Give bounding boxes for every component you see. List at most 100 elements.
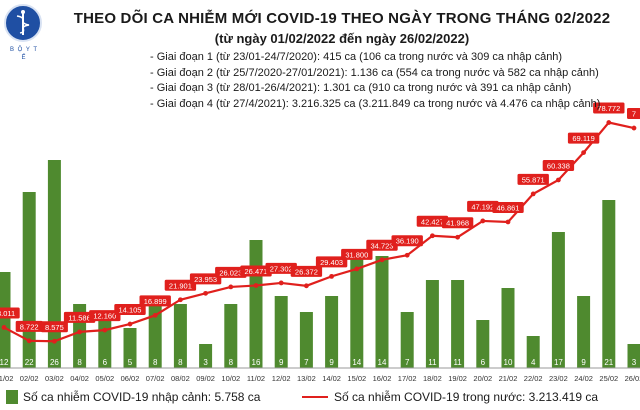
line-point	[556, 177, 561, 183]
line-value-label: 46.861	[497, 203, 520, 212]
chart-title: THEO DÕI CA NHIỄM MỚI COVID-19 THEO NGÀY…	[73, 10, 611, 27]
line-value-label: 16.899	[144, 297, 167, 306]
x-tick-label: 05/02	[95, 374, 114, 383]
line-point	[26, 338, 32, 344]
x-tick-label: 18/02	[423, 374, 442, 383]
bar-value-label: 3	[203, 358, 208, 367]
x-tick-label: 12/02	[272, 374, 291, 383]
legend-line: Số ca nhiễm COVID-19 trong nước: 3.213.4…	[302, 390, 598, 404]
line-value-label: 27.302	[270, 264, 293, 273]
line-value-label: 36.190	[396, 237, 419, 246]
ministry-logo	[4, 4, 42, 42]
line-label-box	[164, 279, 197, 291]
bar-19/02	[451, 280, 465, 368]
bar-value-label: 14	[378, 358, 387, 367]
x-tick-label: 11/02	[247, 374, 265, 383]
bar-13/02	[299, 312, 313, 368]
line-label-box	[63, 311, 96, 323]
bar-value-label: 4	[531, 358, 536, 367]
line-label-box	[114, 304, 146, 316]
line-point	[430, 233, 435, 239]
bar-01/02	[0, 272, 11, 368]
legend-bar-label: Số ca nhiễm COVID-19 nhập cảnh: 5.758 ca	[23, 390, 261, 404]
line-point	[278, 280, 284, 286]
bar-03/02	[47, 160, 61, 368]
logo-text: B Ộ Y T Ế	[9, 47, 38, 61]
line-label-box	[593, 102, 625, 114]
period-item: - Giai đoạn 4 (từ 27/4/2021): 3.216.325 …	[150, 97, 601, 110]
line-label-box	[441, 217, 474, 229]
line-label-box	[416, 215, 449, 227]
line-label-box	[215, 266, 247, 278]
line-value-label: 21.901	[169, 281, 192, 290]
chart-subtitle: (từ ngày 01/02/2022 đến ngày 26/02/2022)	[214, 31, 470, 46]
caduceus-icon	[16, 10, 30, 35]
line-value-label: 11.586	[68, 313, 90, 322]
line-point	[1, 325, 7, 330]
x-tick-label: 06/02	[121, 374, 140, 383]
bar-05/02	[98, 320, 112, 368]
line-value-label: 47.192	[471, 202, 494, 211]
line-point	[203, 290, 209, 296]
bar-25/02	[602, 200, 616, 368]
period-item: - Giai đoạn 1 (từ 23/01-24/7/2020): 415 …	[150, 51, 563, 63]
x-tick-label: 23/02	[549, 374, 568, 383]
line-label-box	[189, 273, 222, 285]
line-label-box	[240, 265, 272, 277]
bar-18/02	[425, 280, 439, 368]
bar-value-label: 12	[0, 358, 9, 367]
domestic-cases-line	[3, 121, 635, 343]
line-value-label: 7	[632, 110, 636, 119]
line-point	[152, 312, 158, 318]
line-label-box	[467, 200, 499, 212]
bar-value-label: 6	[481, 358, 486, 367]
period-list: - Giai đoạn 1 (từ 23/01-24/7/2020): 415 …	[150, 50, 600, 112]
bar-value-label: 17	[554, 358, 563, 367]
line-value-label: 23.953	[194, 275, 217, 284]
x-tick-label: 14/02	[322, 374, 341, 383]
bar-10/02	[224, 304, 238, 368]
line-point	[480, 218, 486, 224]
bar-value-label: 9	[279, 358, 284, 367]
line-label-box	[89, 310, 121, 322]
x-tick-label: 15/02	[347, 374, 366, 383]
line-label-box	[40, 321, 68, 333]
x-tick-label: 04/02	[70, 374, 89, 383]
legend-bar-swatch	[6, 390, 18, 404]
line-value-label: 26.023	[219, 268, 242, 277]
line-point	[253, 283, 259, 288]
line-value-label: 41.968	[446, 219, 469, 228]
bar-08/02	[173, 304, 187, 368]
line-point	[178, 297, 183, 303]
line-label-box	[627, 108, 640, 120]
x-tick-label: 20/02	[473, 374, 492, 383]
line-point	[530, 191, 536, 197]
line-label-box	[366, 239, 398, 251]
line-label-box	[567, 132, 600, 144]
x-tick-label: 22/02	[524, 374, 543, 383]
line-point	[404, 252, 410, 258]
line-point	[102, 327, 108, 333]
bar-26/02	[627, 344, 640, 368]
x-tick-label: 24/02	[574, 374, 593, 383]
line-value-label: 26.471	[245, 267, 268, 276]
x-tick-label: 09/02	[196, 374, 215, 383]
x-tick-label: 21/02	[499, 374, 518, 383]
line-point	[52, 338, 57, 344]
bar-value-label: 8	[229, 358, 234, 367]
bar-23/02	[551, 232, 565, 368]
x-tick-label: 10/02	[221, 374, 240, 383]
x-tick-label: 03/02	[45, 374, 64, 383]
bar-21/02	[501, 288, 515, 368]
bar-value-label: 11	[453, 358, 462, 367]
bar-value-label: 11	[428, 358, 437, 367]
x-tick-label: 13/02	[297, 374, 316, 383]
bar-07/02	[148, 304, 162, 368]
bar-06/02	[123, 328, 137, 368]
line-label-box	[391, 235, 423, 247]
x-tick-label: 16/02	[373, 374, 392, 383]
bar-value-label: 21	[604, 358, 613, 367]
line-label-box	[290, 265, 323, 277]
line-value-label: 60.338	[547, 161, 570, 170]
line-value-label: 42.427	[421, 217, 444, 226]
